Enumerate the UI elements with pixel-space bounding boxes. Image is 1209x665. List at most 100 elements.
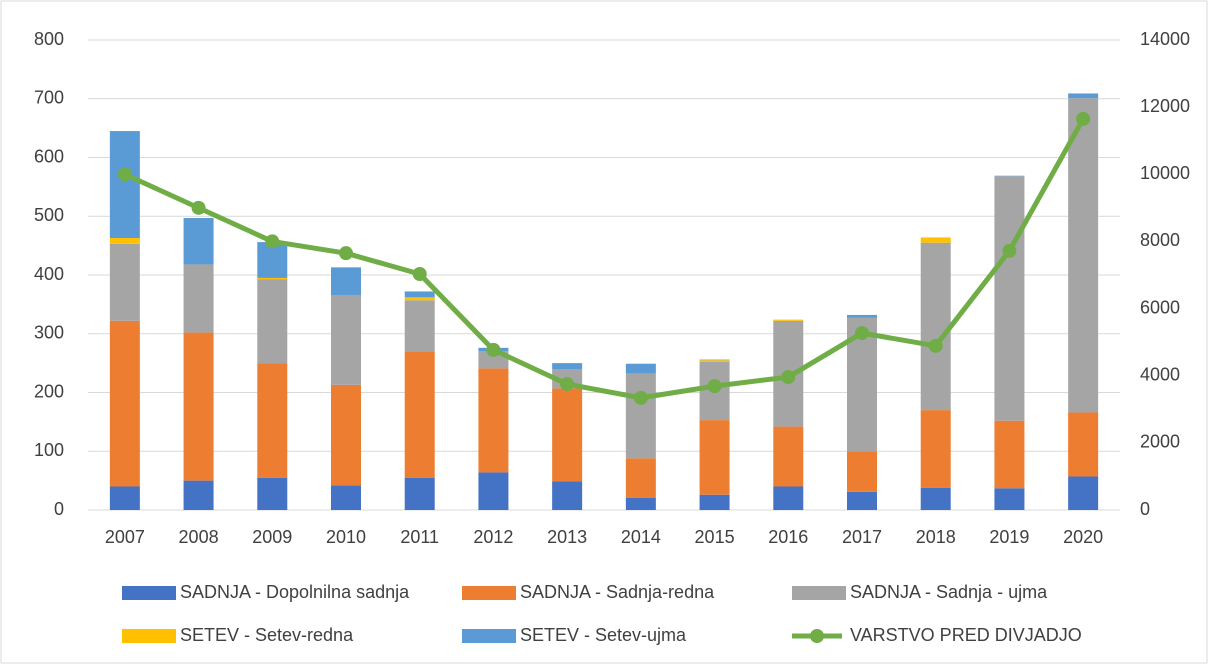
legend-label: SETEV - Setev-redna	[180, 625, 354, 645]
line-point	[928, 338, 943, 353]
bar	[920, 410, 951, 488]
bar	[699, 420, 730, 495]
x-tick-label: 2012	[473, 527, 513, 547]
bar	[994, 176, 1025, 421]
bar	[183, 480, 214, 510]
bar	[331, 384, 361, 486]
bar	[847, 451, 877, 492]
bar	[183, 332, 214, 481]
x-tick-label: 2017	[842, 527, 882, 547]
bar	[109, 486, 140, 510]
bar	[109, 237, 140, 244]
bar	[257, 363, 288, 478]
bar	[1068, 98, 1099, 413]
y-tick-label: 700	[34, 88, 64, 108]
bar	[847, 314, 877, 318]
line-point	[633, 390, 648, 405]
line	[123, 117, 1086, 401]
y-tick-label: 400	[34, 264, 64, 284]
bar	[183, 264, 214, 333]
bar	[1068, 412, 1099, 477]
legend-swatch	[122, 586, 176, 600]
bar	[331, 294, 361, 385]
bar	[257, 477, 288, 510]
y-tick-label: 600	[34, 146, 64, 166]
bar	[847, 491, 877, 510]
legend-label: SETEV - Setev-ujma	[520, 625, 687, 645]
bar	[257, 277, 288, 280]
bar	[404, 300, 435, 352]
x-tick-label: 2018	[916, 527, 956, 547]
y-tick-label: 100	[34, 440, 64, 460]
line-point	[412, 266, 427, 281]
bar	[699, 360, 730, 362]
y2-tick-label: 6000	[1140, 297, 1180, 317]
bar	[552, 481, 583, 510]
x-tick-label: 2016	[768, 527, 808, 547]
y-tick-label: 300	[34, 323, 64, 343]
bar	[994, 175, 1025, 177]
bar	[109, 131, 140, 238]
legend-label: SADNJA - Sadnja - ujma	[850, 582, 1048, 602]
bar	[699, 359, 730, 361]
bar	[109, 243, 140, 321]
bar	[994, 488, 1025, 510]
y2-tick-label: 14000	[1140, 29, 1190, 49]
line-point	[265, 234, 280, 249]
bar	[404, 351, 435, 478]
bar	[920, 242, 951, 411]
y-tick-label: 200	[34, 381, 64, 401]
line-point	[781, 370, 796, 385]
bar	[257, 279, 288, 364]
y2-tick-label: 0	[1140, 499, 1150, 519]
line-point	[117, 167, 132, 182]
bar	[773, 319, 804, 321]
legend-swatch	[462, 586, 516, 600]
y2-tick-label: 8000	[1140, 230, 1180, 250]
y-tick-label: 500	[34, 205, 64, 225]
bar	[404, 291, 435, 298]
bar	[773, 486, 804, 510]
bar	[331, 485, 361, 510]
line-point	[486, 342, 501, 357]
y2-tick-label: 4000	[1140, 364, 1180, 384]
line-point	[339, 246, 353, 261]
bar	[1068, 476, 1099, 510]
bar	[625, 458, 656, 498]
legend-swatch	[810, 629, 824, 643]
bar	[625, 373, 656, 459]
bar	[331, 267, 361, 295]
x-tick-label: 2011	[400, 527, 439, 547]
bar	[552, 388, 583, 482]
bar	[552, 363, 583, 369]
bar	[625, 497, 656, 510]
bar	[625, 363, 656, 374]
legend-label: SADNJA - Sadnja-redna	[520, 582, 715, 602]
y-tick-label: 0	[54, 499, 64, 519]
line-point	[560, 377, 575, 392]
y2-tick-label: 10000	[1140, 163, 1190, 183]
line-point	[855, 326, 869, 341]
legend-label: VARSTVO PRED DIVJADJO	[850, 625, 1082, 645]
legend-swatch	[792, 586, 846, 600]
bar	[699, 494, 730, 510]
x-tick-label: 2010	[326, 527, 366, 547]
bar	[404, 297, 435, 301]
bar	[478, 368, 509, 473]
legend-label: SADNJA - Dopolnilna sadnja	[180, 582, 410, 602]
bar	[920, 237, 951, 243]
y2-tick-label: 12000	[1140, 96, 1190, 116]
bar	[920, 487, 951, 510]
line-point	[1002, 243, 1017, 258]
line-point	[1076, 111, 1091, 126]
x-tick-label: 2014	[621, 527, 661, 547]
x-tick-label: 2020	[1063, 527, 1103, 547]
x-tick-label: 2007	[105, 527, 145, 547]
bar	[404, 477, 435, 510]
bar	[1068, 93, 1099, 99]
bar	[773, 426, 804, 487]
bar	[478, 472, 509, 510]
y2-tick-label: 2000	[1140, 432, 1180, 452]
bar	[109, 320, 140, 487]
